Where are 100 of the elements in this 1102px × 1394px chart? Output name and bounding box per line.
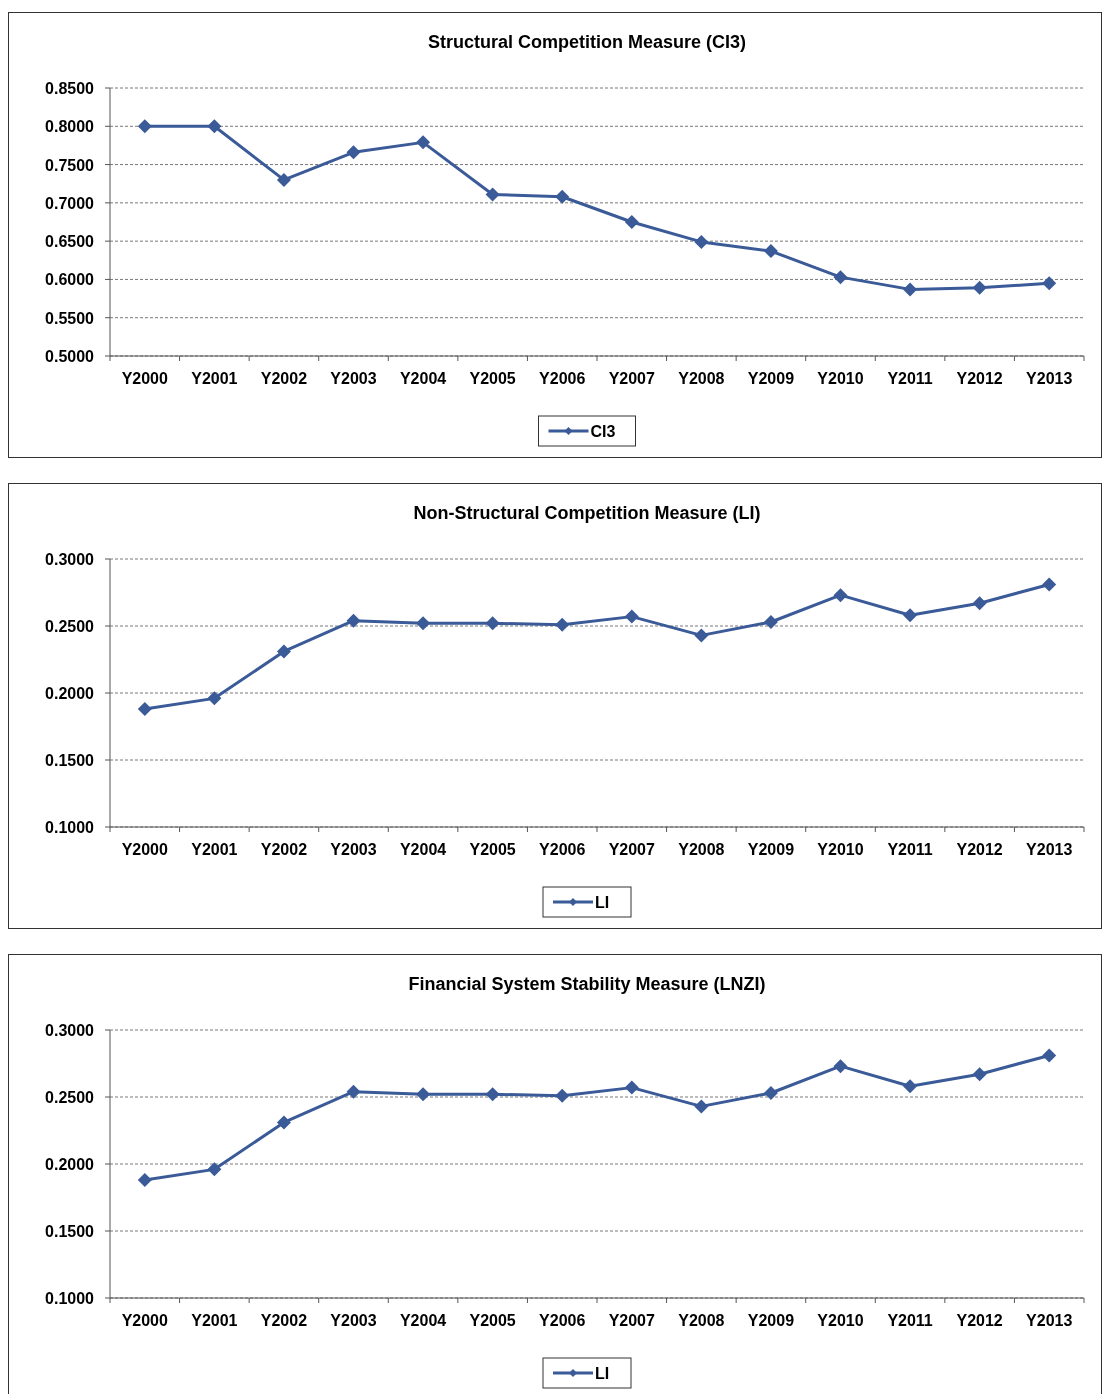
x-tick-label: Y2007 [608,841,656,858]
point [903,1079,918,1094]
x-tick-label: Y2008 [678,841,725,858]
x-tick-label: Y2001 [191,370,238,387]
point [1042,577,1057,592]
y-tick-label: 0.1500 [45,1223,95,1240]
x-tick-label: Y2012 [956,841,1003,858]
point [833,1059,848,1074]
y-tick-label: 0.2500 [45,618,95,635]
x-tick-label: Y2008 [678,1312,725,1329]
point [137,1173,152,1188]
x-tick-label: Y2005 [469,370,516,387]
x-tick-label: Y2004 [399,1312,447,1329]
x-tick-label: Y2010 [817,1312,864,1329]
legend-label: LI [595,1365,610,1382]
x-tick-label: Y2002 [260,370,308,387]
x-tick-label: Y2003 [330,841,377,858]
point [555,1088,570,1103]
point [346,145,361,160]
x-tick-label: Y2000 [121,370,169,387]
point [416,1087,431,1102]
point [276,644,291,659]
x-tick-label: Y2005 [469,1312,516,1329]
point [694,234,709,249]
y-tick-label: 0.7500 [45,156,95,174]
x-tick-label: Y2013 [1026,370,1073,387]
x-tick-label: Y2000 [121,1312,169,1329]
point [833,270,848,285]
x-tick-label: Y2013 [1026,841,1073,858]
point [555,189,570,204]
x-tick-label: Y2003 [330,1312,377,1329]
point [763,614,778,629]
y-tick-label: 0.3000 [45,551,95,568]
x-tick-label: Y2004 [399,370,447,387]
x-tick-label: Y2011 [887,1312,933,1329]
point [137,119,152,134]
point [346,613,361,628]
x-tick-label: Y2000 [121,841,169,858]
x-tick-label: Y2011 [887,841,933,858]
y-tick-label: 0.5000 [45,348,95,365]
y-tick-label: 0.6000 [45,271,95,289]
point [276,1115,291,1130]
legend-label: LI [595,894,610,911]
point [555,617,570,632]
point [694,628,709,643]
x-tick-label: Y2006 [539,370,586,387]
y-tick-label: 0.5500 [45,309,95,327]
point [763,1085,778,1100]
point [763,244,778,259]
chart-title: Structural Competition Measure (CI3) [427,32,747,52]
x-tick-label: Y2001 [191,841,238,858]
point [1042,1048,1057,1063]
y-tick-label: 0.3000 [45,1022,95,1039]
x-tick-label: Y2009 [747,841,795,858]
x-tick-label: Y2006 [539,841,586,858]
point [276,172,291,187]
x-tick-label: Y2013 [1026,1312,1073,1329]
x-tick-label: Y2009 [747,1312,795,1329]
point [833,588,848,603]
y-tick-label: 0.1000 [45,1290,95,1307]
point [972,1067,987,1082]
point [416,135,431,150]
point [485,1087,500,1102]
point [903,608,918,623]
point [485,616,500,631]
x-tick-label: Y2003 [330,370,377,387]
chart-title: Non-Structural Competition Measure (LI) [413,503,761,523]
x-tick-label: Y2001 [191,1312,238,1329]
point [694,1099,709,1114]
x-tick-label: Y2005 [469,841,516,858]
point [1042,276,1057,291]
y-tick-label: 0.2000 [45,685,95,702]
point [972,280,987,295]
chart-title: Financial System Stability Measure (LNZI) [408,974,766,994]
x-tick-label: Y2009 [747,370,795,387]
point [485,187,500,202]
x-tick-label: Y2010 [817,370,864,387]
point [624,215,639,229]
y-tick-label: 0.7000 [45,194,95,212]
x-tick-label: Y2002 [260,841,308,858]
x-tick-label: Y2007 [608,1312,656,1329]
y-tick-label: 0.8500 [45,80,95,97]
x-tick-label: Y2010 [817,841,864,858]
point [346,1084,361,1099]
x-tick-label: Y2011 [887,370,933,387]
x-tick-label: Y2012 [956,1312,1003,1329]
y-tick-label: 0.1500 [45,752,95,769]
point [207,119,222,134]
point [137,702,152,717]
x-tick-label: Y2008 [678,370,725,387]
x-tick-label: Y2004 [399,841,447,858]
y-tick-label: 0.2000 [45,1156,95,1173]
legend-label: CI3 [590,423,616,440]
y-tick-label: 0.1000 [45,819,95,836]
x-tick-label: Y2006 [539,1312,586,1329]
x-tick-label: Y2012 [956,370,1003,387]
y-tick-label: 0.6500 [45,233,95,251]
y-tick-label: 0.2500 [45,1089,95,1106]
x-tick-label: Y2002 [260,1312,308,1329]
point [207,1162,222,1177]
